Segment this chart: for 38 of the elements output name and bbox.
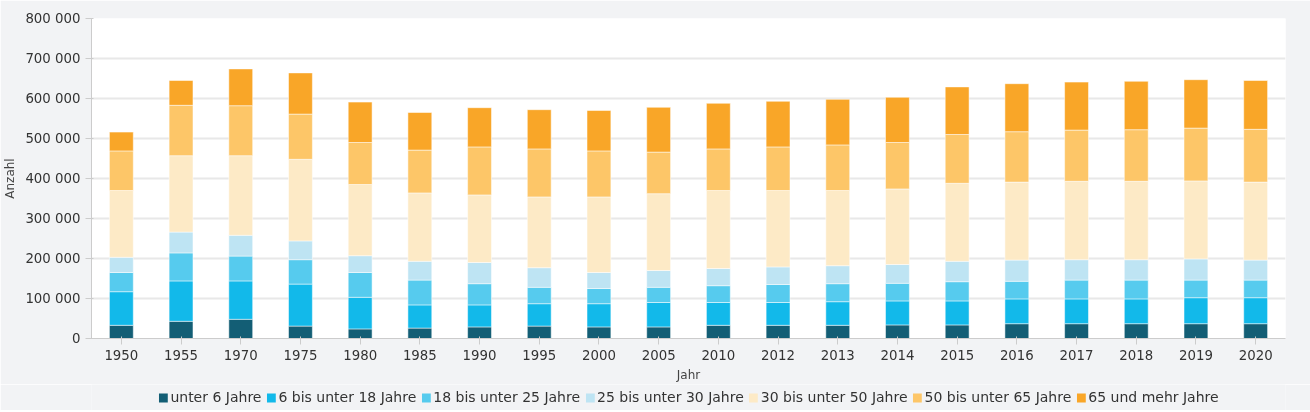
y-tick-label: 400 000 xyxy=(25,171,81,186)
x-tick-label: 2016 xyxy=(999,347,1034,363)
x-tick-label: 1955 xyxy=(164,347,199,363)
legend-label: 65 und mehr Jahre xyxy=(1088,389,1219,405)
x-tick-label: 2018 xyxy=(1119,347,1154,363)
y-tick-label: 200 000 xyxy=(25,251,81,266)
x-axis-title: Jahr xyxy=(675,367,701,382)
legend-label: 50 bis unter 65 Jahre xyxy=(924,389,1072,405)
legend-label: 30 bis unter 50 Jahre xyxy=(760,389,908,405)
y-axis-title: Anzahl xyxy=(3,158,18,199)
x-tick-label: 1990 xyxy=(462,347,497,363)
x-tick-label: 1980 xyxy=(343,347,378,363)
x-tick-label: 2005 xyxy=(641,347,676,363)
legend-label: unter 6 Jahre xyxy=(170,389,262,405)
x-tick-label: 2010 xyxy=(701,347,736,363)
x-tick-label: 1995 xyxy=(522,347,557,363)
x-tick-label: 2014 xyxy=(880,347,915,363)
x-tick-label: 2013 xyxy=(820,347,855,363)
x-tick-label: 2020 xyxy=(1238,347,1273,363)
y-tick-label: 300 000 xyxy=(25,211,81,226)
x-tick-label: 2017 xyxy=(1059,347,1094,363)
y-tick-label: 0 xyxy=(72,331,81,346)
legend-label: 18 bis unter 25 Jahre xyxy=(433,389,581,405)
x-tick-label: 1950 xyxy=(104,347,139,363)
x-tick-label: 1970 xyxy=(223,347,258,363)
x-tick-label: 1985 xyxy=(402,347,437,363)
x-tick-label: 2015 xyxy=(940,347,975,363)
y-tick-label: 500 000 xyxy=(25,131,81,146)
x-tick-label: 1975 xyxy=(283,347,318,363)
legend-label: 6 bis unter 18 Jahre xyxy=(278,389,417,405)
y-tick-label: 700 000 xyxy=(25,51,81,66)
y-tick-label: 100 000 xyxy=(25,291,81,306)
legend-label: 25 bis unter 30 Jahre xyxy=(597,389,744,405)
x-tick-label: 2000 xyxy=(581,347,616,363)
x-tick-label: 2019 xyxy=(1178,347,1213,363)
y-tick-label: 800 000 xyxy=(25,11,81,26)
y-tick-label: 600 000 xyxy=(25,91,81,106)
x-tick-label: 2012 xyxy=(761,347,796,363)
